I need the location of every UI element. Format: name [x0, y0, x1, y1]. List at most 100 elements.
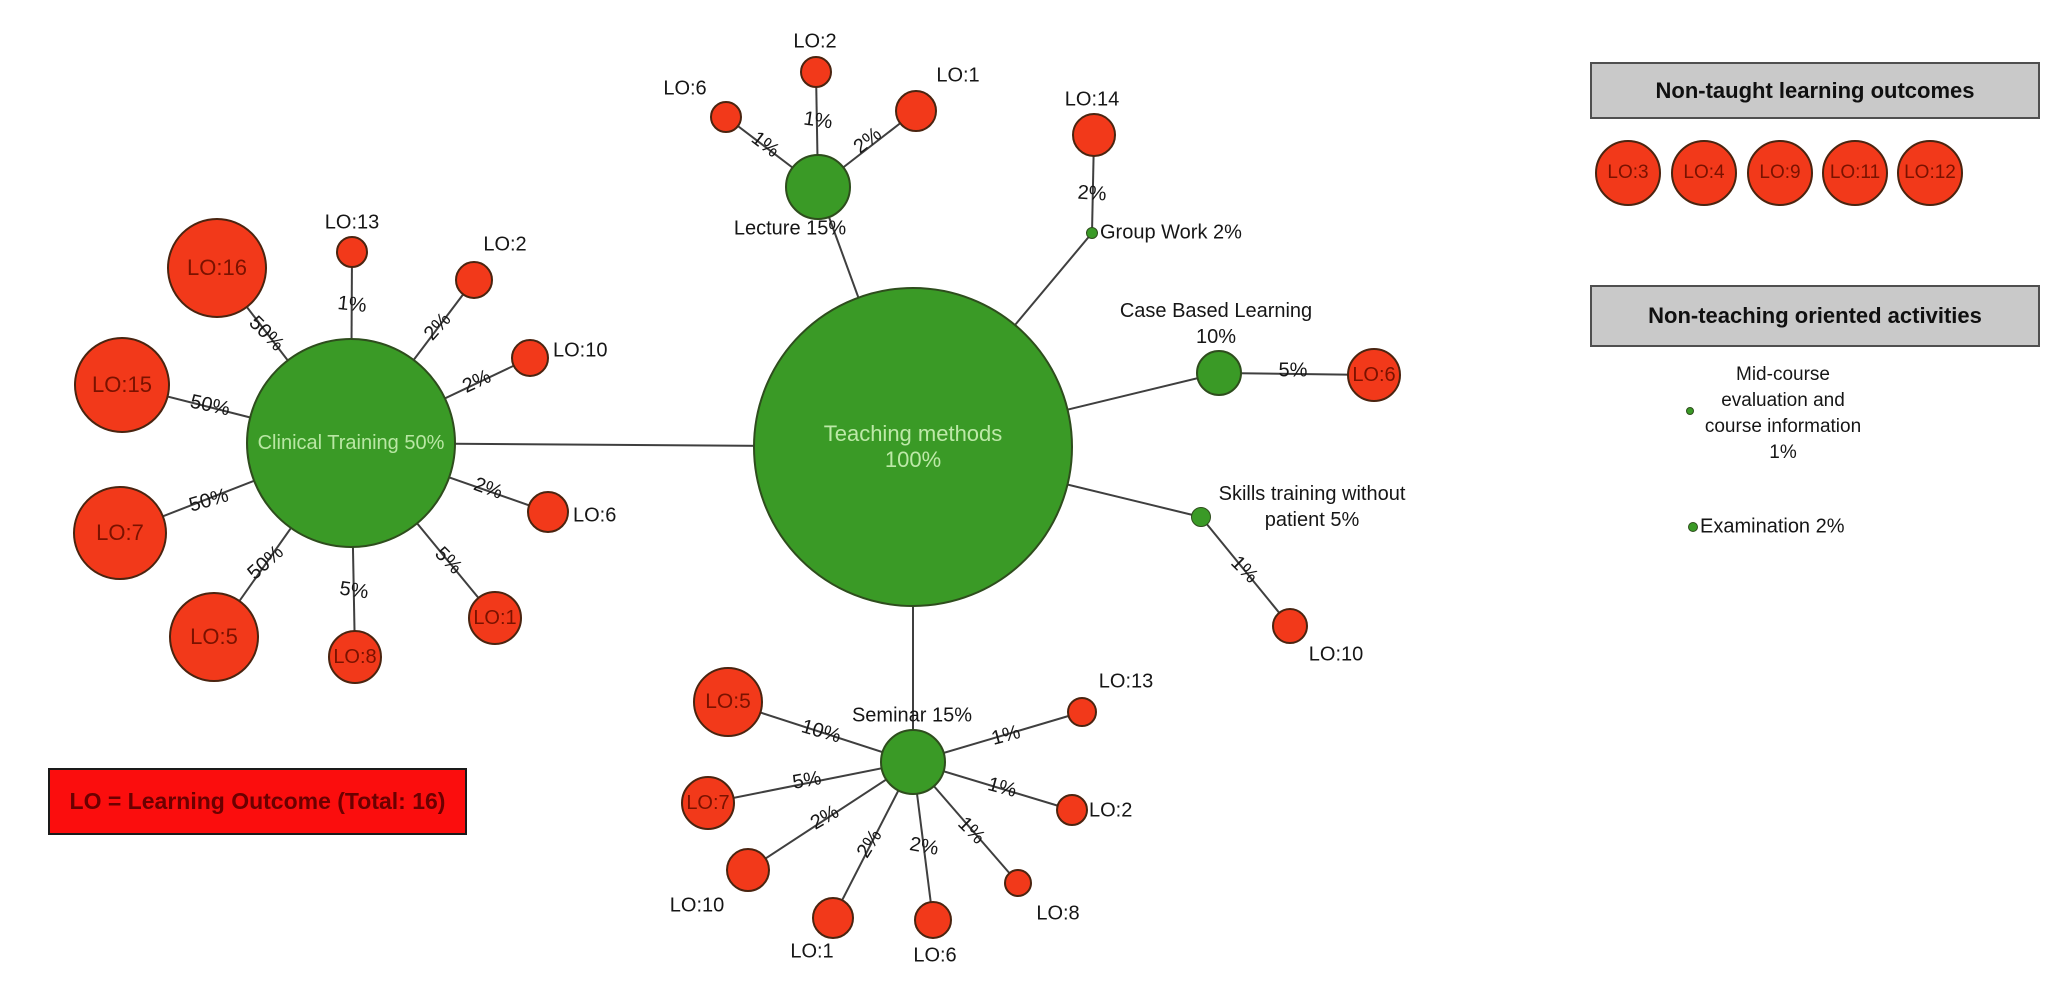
skills-label-line2: patient 5%: [1264, 509, 1360, 531]
seminar-lo8-label: LO:8: [1036, 902, 1080, 925]
clinical-lo15-node: LO:15: [74, 337, 170, 433]
lecture-lo6-label: LO:6: [663, 77, 707, 100]
clinical-lo16-text: LO:16: [187, 255, 247, 280]
seminar-lo7-text: LO:7: [686, 791, 730, 814]
lecture-lo6-node: [710, 101, 742, 133]
seminar-lo1-node: [812, 897, 854, 939]
teaching-methods-line1: Teaching methods: [823, 421, 1003, 446]
skills-training-node: [1191, 507, 1211, 527]
seminar-lo5-node: LO:5: [693, 667, 763, 737]
lecture-node: [785, 154, 851, 220]
cbl-lo6-text: LO:6: [1352, 363, 1396, 386]
lecture-lo2-label: LO:2: [793, 30, 837, 53]
clinical-lo2-label: LO:2: [483, 233, 527, 256]
legend-lo12-text: LO:12: [1904, 162, 1956, 183]
edge-seminar-lo7: [707, 761, 914, 804]
midcourse-line1: Mid-course: [1736, 364, 1830, 385]
skills-training-label: Skills training without patient 5%: [1219, 481, 1406, 533]
clinical-lo1-node: LO:1: [468, 591, 522, 645]
midcourse-line4: 1%: [1769, 442, 1797, 463]
clinical-lo7-text: LO:7: [96, 520, 144, 545]
seminar-lo13-node: [1067, 697, 1097, 727]
examination-dot: [1688, 522, 1698, 532]
seminar-lo6-node: [914, 901, 952, 939]
clinical-training-label: Clinical Training 50%: [257, 431, 445, 454]
clinical-lo8-node: LO:8: [328, 630, 382, 684]
seminar-lo13-label: LO:13: [1098, 670, 1154, 693]
teaching-methods-label: Teaching methods 100%: [824, 421, 1003, 473]
case-based-learning-node: [1196, 350, 1242, 396]
clinical-lo13-pct: 1%: [336, 292, 368, 317]
cbl-label-line1: Case Based Learning: [1119, 300, 1313, 322]
clinical-lo10-label: LO:10: [553, 339, 608, 362]
non-taught-title: Non-taught learning outcomes: [1655, 77, 1975, 103]
non-taught-header: Non-taught learning outcomes: [1590, 62, 2040, 119]
clinical-lo1-text: LO:1: [473, 606, 517, 629]
legend-lo9-node: LO:9: [1747, 140, 1813, 206]
skills-label-line1: Skills training without: [1218, 483, 1406, 505]
clinical-lo7-node: LO:7: [73, 486, 167, 580]
seminar-lo10-node: [726, 848, 770, 892]
groupwork-lo14-node: [1072, 113, 1116, 157]
legend-lo4-node: LO:4: [1671, 140, 1737, 206]
seminar-lo1-label: LO:1: [790, 940, 834, 963]
clinical-lo5-node: LO:5: [169, 592, 259, 682]
clinical-lo13-node: [336, 236, 368, 268]
groupwork-lo14-pct: 2%: [1076, 181, 1108, 206]
clinical-lo13-label: LO:13: [324, 211, 380, 234]
midcourse-label: Mid-course evaluation and course informa…: [1705, 362, 1861, 466]
seminar-lo7-pct: 5%: [790, 767, 824, 794]
groupwork-lo14-label: LO:14: [1064, 88, 1120, 111]
lo-key-box: LO = Learning Outcome (Total: 16): [48, 768, 467, 835]
clinical-lo5-text: LO:5: [190, 624, 238, 649]
examination-label: Examination 2%: [1700, 515, 1845, 538]
lecture-lo2-pct: 1%: [802, 107, 834, 134]
seminar-lo5-text: LO:5: [705, 690, 751, 713]
teaching-methods-line2: 100%: [884, 447, 942, 472]
seminar-lo10-label: LO:10: [669, 894, 725, 917]
seminar-label: Seminar 15%: [851, 704, 973, 727]
seminar-lo6-pct: 2%: [907, 833, 941, 860]
legend-lo3-text: LO:3: [1607, 162, 1649, 183]
clinical-lo8-pct: 5%: [338, 577, 370, 604]
lo-key-text: LO = Learning Outcome (Total: 16): [69, 788, 446, 814]
lecture-lo2-node: [800, 56, 832, 88]
legend-lo9-text: LO:9: [1759, 162, 1801, 183]
clinical-lo6-node: [527, 491, 569, 533]
midcourse-dot: [1686, 407, 1694, 415]
teaching-methods-node: Teaching methods 100%: [753, 287, 1073, 607]
seminar-lo2-node: [1056, 794, 1088, 826]
case-based-learning-label: Case Based Learning 10%: [1120, 298, 1312, 350]
midcourse-line2: evaluation and: [1721, 390, 1845, 411]
lecture-label: Lecture 15%: [733, 217, 847, 240]
clinical-lo15-text: LO:15: [92, 372, 152, 397]
non-teaching-header: Non-teaching oriented activities: [1590, 285, 2040, 347]
clinical-lo2-node: [455, 261, 493, 299]
cbl-label-line2: 10%: [1195, 326, 1237, 348]
legend-lo11-text: LO:11: [1829, 162, 1881, 183]
group-work-label: Group Work 2%: [1100, 221, 1242, 244]
lecture-lo1-node: [895, 90, 937, 132]
seminar-lo6-label: LO:6: [913, 944, 957, 967]
seminar-lo8-node: [1004, 869, 1032, 897]
legend-lo4-text: LO:4: [1683, 162, 1725, 183]
lecture-lo1-label: LO:1: [936, 64, 980, 87]
legend-lo12-node: LO:12: [1897, 140, 1963, 206]
midcourse-line3: course information: [1704, 416, 1862, 437]
cbl-lo6-node: LO:6: [1347, 348, 1401, 402]
clinical-lo8-text: LO:8: [333, 645, 377, 668]
non-teaching-title: Non-teaching oriented activities: [1648, 303, 1982, 328]
seminar-lo2-label: LO:2: [1089, 799, 1133, 822]
clinical-lo16-node: LO:16: [167, 218, 267, 318]
group-work-node: [1086, 227, 1098, 239]
clinical-lo10-node: [511, 339, 549, 377]
clinical-training-node: Clinical Training 50%: [246, 338, 456, 548]
edge-skills-lo10: [1200, 516, 1291, 627]
seminar-node: [880, 729, 946, 795]
legend-lo3-node: LO:3: [1595, 140, 1661, 206]
legend-lo11-node: LO:11: [1822, 140, 1888, 206]
skills-lo10-label: LO:10: [1308, 643, 1364, 666]
seminar-lo7-node: LO:7: [681, 776, 735, 830]
clinical-lo6-label: LO:6: [573, 504, 617, 527]
